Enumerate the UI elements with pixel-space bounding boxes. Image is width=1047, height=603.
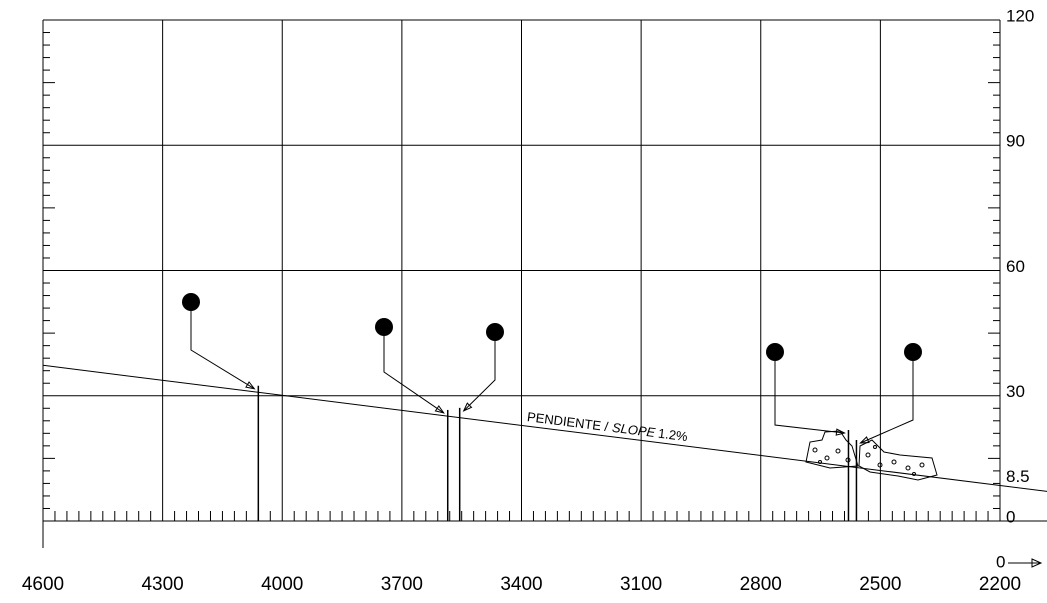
x-tick-label: 3100 [620,574,662,595]
x-tick-label: 4300 [141,574,183,595]
callout-circle [486,323,504,341]
y-tick-label: 120 [1006,6,1034,25]
x-tick-label: 2800 [740,574,782,595]
y-tick-label: 90 [1006,132,1025,151]
callout-circle [904,343,922,361]
y-tick-label: 60 [1006,257,1025,276]
leader [860,361,914,444]
leader [463,341,496,412]
slope-label: PENDIENTE / SLOPE1.2% [526,410,689,445]
origin-arrowhead [1031,558,1043,568]
callout-label: 4 [380,319,388,334]
callout-circle [766,343,784,361]
y-tick-label: 30 [1006,382,1025,401]
callout-circle [182,293,200,311]
callout-label: 1 [909,344,916,359]
origin-label: 0 [996,552,1005,571]
callout-label: 5 [187,294,194,309]
leader-arrow [835,428,846,436]
callout-label: 2 [771,344,778,359]
x-tick-label: 3400 [500,574,542,595]
leader-arrow [462,402,473,412]
leader [774,361,845,434]
slope-value: 1.2% [657,426,689,445]
leader [190,311,255,390]
callout-label: 3 [491,324,498,339]
y-tick-label: 0 [1006,507,1015,526]
callout-circle [375,318,393,336]
x-tick-label: 2500 [859,574,901,595]
x-tick-label: 3700 [381,574,423,595]
x-tick-label: 2200 [979,574,1021,595]
slope-line [42,364,1047,492]
x-tick-label: 4600 [22,574,64,595]
leader-arrow [245,381,256,390]
slope-end-label: 8.5 [1006,467,1030,486]
slope-italic: SLOPE [611,420,656,440]
x-tick-label: 4000 [261,574,303,595]
leader-arrow [859,436,870,444]
leader-arrow [434,405,445,414]
leader [383,336,445,414]
